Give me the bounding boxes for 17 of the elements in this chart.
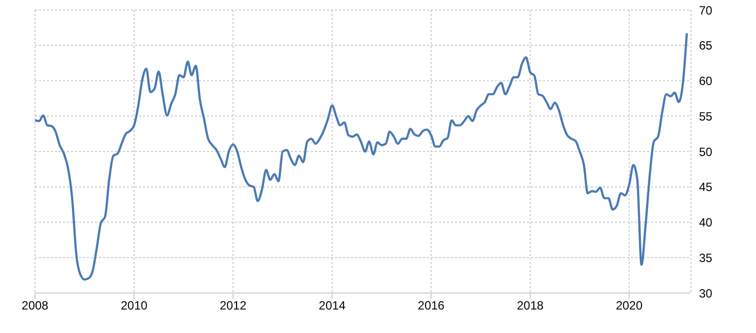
y-tick-label: 35 [699,250,713,265]
x-tick-label: 2010 [120,298,148,313]
y-tick-label: 50 [699,144,713,159]
x-tick-label: 2018 [516,298,544,313]
line-series [35,32,688,281]
x-tick-label: 2008 [22,298,49,313]
x-tick-label: 2020 [616,298,643,313]
y-tick-label: 55 [699,109,713,124]
x-tick-label: 2016 [418,298,445,313]
y-tick-label: 60 [699,74,713,88]
y-tick-label: 65 [699,38,713,53]
y-tick-label: 30 [699,286,713,300]
x-tick-label: 2014 [318,298,346,313]
y-tick-label: 40 [699,216,713,230]
y-tick-label: 70 [699,3,713,18]
x-tick-label: 2012 [220,298,247,313]
y-tick-label: 45 [699,180,713,194]
